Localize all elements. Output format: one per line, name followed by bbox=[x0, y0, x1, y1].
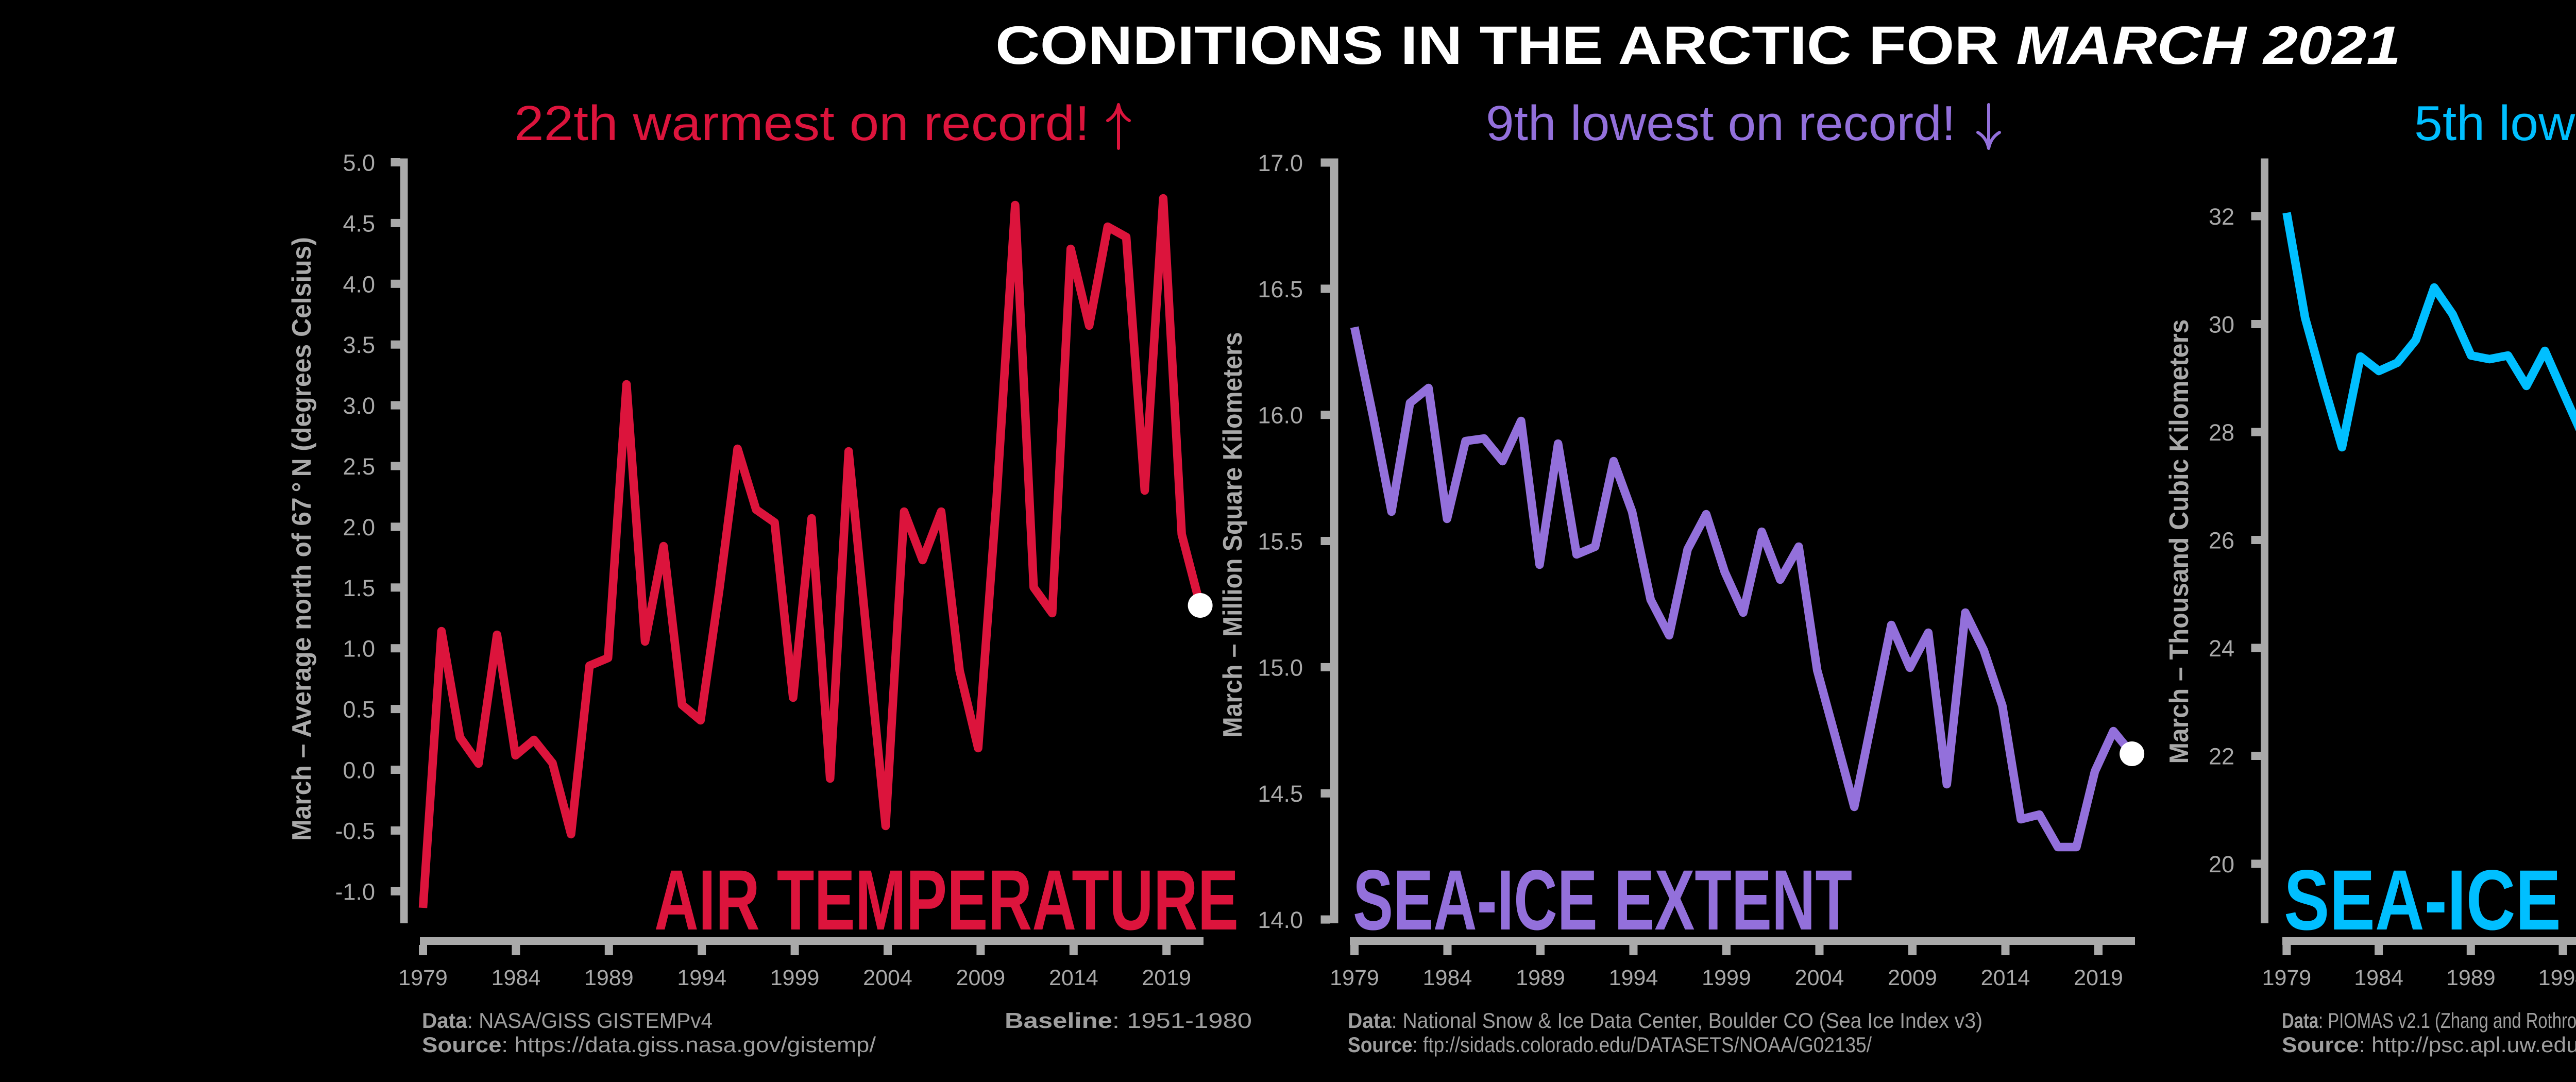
svg-text:4.5: 4.5 bbox=[343, 210, 375, 236]
svg-text:1994: 1994 bbox=[677, 966, 726, 990]
svg-text:Data: National Snow & Ice Data: Data: National Snow & Ice Data Center, B… bbox=[1348, 1008, 1982, 1033]
svg-text:March – Average north of 67 °: March – Average north of 67 ° N (degrees… bbox=[287, 237, 317, 841]
svg-text:15.5: 15.5 bbox=[1258, 529, 1303, 555]
svg-text:1999: 1999 bbox=[770, 966, 820, 990]
svg-text:CONDITIONS IN THE ARCTIC FOR M: CONDITIONS IN THE ARCTIC FOR MARCH 2021 bbox=[995, 15, 2401, 76]
svg-text:1999: 1999 bbox=[1702, 966, 1751, 990]
svg-text:March – Million Square Kilomet: March – Million Square Kilometers bbox=[1218, 332, 1248, 738]
svg-text:16.0: 16.0 bbox=[1258, 402, 1303, 429]
svg-text:SEA-ICE EXTENT: SEA-ICE EXTENT bbox=[1353, 853, 1852, 948]
svg-text:1979: 1979 bbox=[1330, 966, 1379, 990]
svg-text:2014: 2014 bbox=[1049, 966, 1098, 990]
svg-text:5.0: 5.0 bbox=[343, 150, 375, 176]
svg-text:1984: 1984 bbox=[2354, 966, 2403, 990]
svg-text:0.5: 0.5 bbox=[343, 697, 375, 723]
svg-text:14.5: 14.5 bbox=[1258, 781, 1303, 807]
svg-text:9th lowest on record!: 9th lowest on record! bbox=[1486, 96, 1956, 151]
svg-text:30: 30 bbox=[2209, 312, 2234, 338]
svg-text:-0.5: -0.5 bbox=[335, 818, 375, 844]
svg-text:3.5: 3.5 bbox=[343, 332, 375, 358]
svg-text:March – Thousand Cubic Kilomet: March – Thousand Cubic Kilometers bbox=[2164, 319, 2194, 764]
svg-text:2009: 2009 bbox=[1888, 966, 1937, 990]
svg-text:28: 28 bbox=[2209, 419, 2234, 446]
svg-text:Data: PIOMAS v2.1 (Zhang and R: Data: PIOMAS v2.1 (Zhang and Rothrock, 2… bbox=[2282, 1008, 2576, 1033]
svg-text:17.0: 17.0 bbox=[1258, 150, 1303, 176]
svg-text:16.5: 16.5 bbox=[1258, 276, 1303, 302]
svg-text:1.5: 1.5 bbox=[343, 575, 375, 601]
svg-text:SEA-ICE VOLUME: SEA-ICE VOLUME bbox=[2284, 853, 2576, 948]
svg-text:2.5: 2.5 bbox=[343, 453, 375, 480]
svg-text:1989: 1989 bbox=[2446, 966, 2496, 990]
svg-text:1989: 1989 bbox=[1516, 966, 1565, 990]
svg-text:-1.0: -1.0 bbox=[335, 878, 375, 905]
svg-text:1984: 1984 bbox=[492, 966, 541, 990]
svg-text:1.0: 1.0 bbox=[343, 636, 375, 662]
svg-text:1994: 1994 bbox=[2538, 966, 2576, 990]
svg-text:1979: 1979 bbox=[2262, 966, 2312, 990]
svg-text:3.0: 3.0 bbox=[343, 393, 375, 419]
svg-text:1984: 1984 bbox=[1423, 966, 1472, 990]
svg-text:1994: 1994 bbox=[1609, 966, 1658, 990]
svg-text:2009: 2009 bbox=[956, 966, 1006, 990]
svg-text:15.0: 15.0 bbox=[1258, 654, 1303, 681]
svg-text:Source: https://data.giss.nasa: Source: https://data.giss.nasa.gov/giste… bbox=[422, 1033, 876, 1057]
svg-text:14.0: 14.0 bbox=[1258, 907, 1303, 933]
svg-text:AIR TEMPERATURE: AIR TEMPERATURE bbox=[654, 853, 1239, 948]
svg-text:22th warmest on record!: 22th warmest on record! bbox=[514, 96, 1090, 151]
svg-text:24: 24 bbox=[2209, 635, 2234, 662]
svg-text:Baseline: 1951-1980: Baseline: 1951-1980 bbox=[1005, 1008, 1252, 1033]
svg-text:1979: 1979 bbox=[398, 966, 448, 990]
svg-text:2004: 2004 bbox=[863, 966, 912, 990]
svg-text:2004: 2004 bbox=[1795, 966, 1844, 990]
svg-text:32: 32 bbox=[2209, 204, 2234, 230]
svg-text:Source: http://psc.apl.uw.edu/: Source: http://psc.apl.uw.edu/research/p… bbox=[2282, 1033, 2576, 1057]
svg-text:2019: 2019 bbox=[1142, 966, 1191, 990]
svg-text:Data: NASA/GISS GISTEMPv4: Data: NASA/GISS GISTEMPv4 bbox=[422, 1008, 713, 1033]
svg-text:2019: 2019 bbox=[2074, 966, 2123, 990]
svg-text:Source: ftp://sidads.colorado.: Source: ftp://sidads.colorado.edu/DATASE… bbox=[1348, 1033, 1872, 1057]
svg-text:22: 22 bbox=[2209, 743, 2234, 770]
svg-text:20: 20 bbox=[2209, 851, 2234, 877]
svg-text:2014: 2014 bbox=[1981, 966, 2030, 990]
svg-text:5th lowest on record!: 5th lowest on record! bbox=[2414, 96, 2576, 151]
svg-text:2.0: 2.0 bbox=[343, 514, 375, 540]
svg-text:0.0: 0.0 bbox=[343, 757, 375, 784]
svg-text:4.0: 4.0 bbox=[343, 271, 375, 297]
svg-text:1989: 1989 bbox=[584, 966, 634, 990]
svg-text:26: 26 bbox=[2209, 528, 2234, 554]
